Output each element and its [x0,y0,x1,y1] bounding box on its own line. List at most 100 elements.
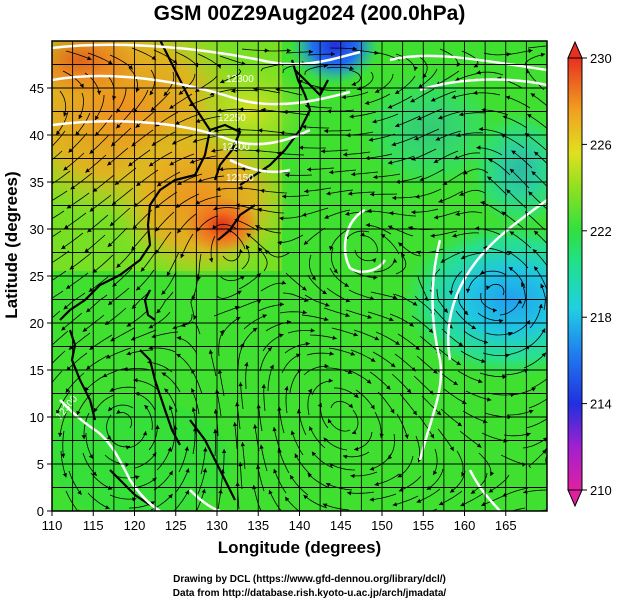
streamline [52,250,70,264]
streamline [486,283,505,296]
streamline [255,225,282,234]
streamline [345,211,373,216]
map-title: GSM 00Z29Aug2024 (200.0hPa) [153,2,466,25]
x-tick-label: 160 [454,518,476,533]
contour-label: 12200 [222,142,250,153]
streamline [499,299,521,316]
streamline [369,493,397,501]
streamline-arrow [438,115,443,120]
streamline [214,128,241,132]
streamline [329,229,348,251]
streamline [255,150,283,154]
streamline [303,365,329,376]
streamline-arrow [455,77,460,82]
streamline [441,328,464,347]
streamline-arrow [344,282,349,287]
streamline-arrow [221,449,227,454]
streamline-arrow [167,447,172,452]
streamline [509,387,536,396]
streamline [437,428,454,452]
streamline-arrow [457,422,462,427]
streamline-arrow [149,162,154,167]
x-tick-label: 125 [165,518,187,533]
streamline-arrow [373,275,378,280]
streamline-arrow [520,511,524,515]
streamline [231,90,259,92]
streamline-arrow [451,94,457,99]
streamline-arrow [433,470,438,475]
streamline [128,149,151,167]
streamline-arrow [412,301,418,306]
streamline [82,452,98,477]
coastlines [59,41,329,506]
streamline-arrow [92,187,98,192]
streamline [308,254,317,281]
streamline [548,411,567,430]
streamline-arrow [68,148,73,153]
streamline [443,388,467,405]
streamline-arrow [126,351,131,356]
streamline-arrow [369,497,374,502]
streamline [344,230,370,241]
streamline [148,311,171,329]
streamline-arrow [217,63,222,69]
streamline-arrow [413,66,418,71]
streamline [524,132,547,151]
streamline-arrow [417,116,422,121]
streamline-arrow [161,372,167,377]
streamline-arrow [311,451,317,457]
streamline-arrow [181,322,186,328]
streamline-arrow [44,201,49,205]
streamline-arrow [435,136,441,141]
streamline [416,355,438,374]
streamline-arrow [61,244,66,249]
streamline-arrow [438,501,444,506]
streamline-arrow [349,114,354,119]
streamline-arrow [63,112,68,117]
streamline [349,111,377,118]
streamline-arrow [66,366,71,371]
streamline-arrow [559,349,563,354]
streamline [470,472,488,495]
streamline-arrow [97,90,102,95]
streamline [190,293,196,320]
streamline-arrow [133,378,138,383]
streamline [540,283,546,311]
streamline [133,379,159,391]
streamline-arrow [387,454,393,460]
streamline [304,187,332,192]
streamline [243,314,267,330]
streamline-arrow [490,471,495,476]
streamline-arrow [478,126,483,132]
streamline-arrow [521,282,526,287]
streamline [462,410,488,423]
streamline [84,374,107,392]
streamline-arrow [459,112,464,117]
streamline-arrow [148,324,154,329]
streamline-arrow [412,410,417,416]
streamline [140,249,158,272]
streamline [488,158,511,176]
streamline-arrow [415,345,420,350]
streamline-arrow [283,109,288,115]
streamline [350,349,376,363]
streamline-arrow [392,195,397,201]
streamline-arrow [343,152,348,157]
streamline-arrow [324,128,329,134]
streamline-arrow [73,530,77,535]
streamline [294,453,312,476]
streamline-arrow [286,48,291,53]
streamline [241,244,250,270]
streamline-arrow [433,369,438,374]
streamline [328,347,356,356]
streamline [330,47,358,50]
streamline-arrow [303,495,308,500]
streamline [476,147,503,156]
streamline-arrow [548,395,552,399]
streamline-arrow [272,427,277,432]
streamline-arrow [93,407,98,413]
streamline-arrow [431,97,436,102]
streamline-arrow [305,341,310,346]
streamline [307,388,313,416]
